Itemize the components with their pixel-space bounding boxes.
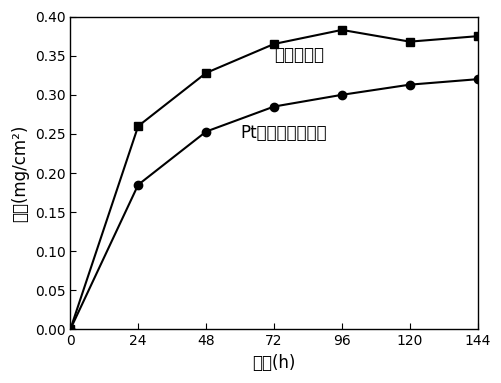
Text: 铝化物涂层: 铝化物涂层 [274, 46, 323, 64]
Text: Pt改性铝化物涂层: Pt改性铝化物涂层 [239, 124, 326, 142]
X-axis label: 时间(h): 时间(h) [252, 354, 295, 372]
Y-axis label: 增重(mg/cm²): 增重(mg/cm²) [11, 124, 29, 222]
